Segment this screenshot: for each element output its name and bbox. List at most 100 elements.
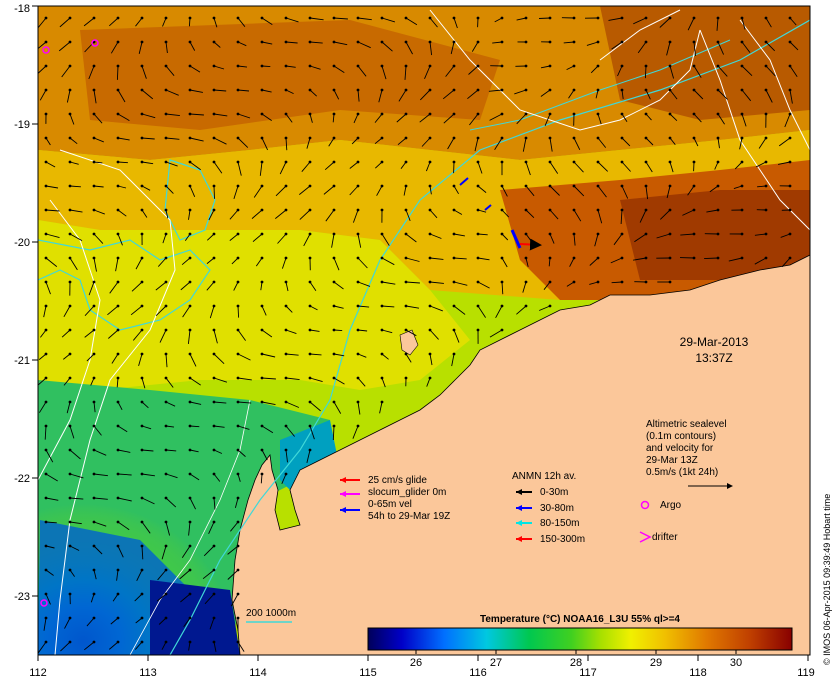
argo-marker <box>42 46 50 54</box>
velocity-vector-origin <box>284 400 288 404</box>
velocity-vector <box>69 185 81 188</box>
velocity-vector-origin <box>164 496 168 500</box>
velocity-vector <box>69 233 83 241</box>
velocity-vector <box>405 17 418 26</box>
velocity-vector <box>45 449 54 463</box>
velocity-vector <box>669 161 674 173</box>
velocity-vector <box>784 113 791 128</box>
velocity-vector <box>381 17 396 23</box>
velocity-vector-origin <box>236 40 240 44</box>
velocity-vector <box>261 449 268 461</box>
velocity-vector-origin <box>644 40 648 44</box>
velocity-vector-origin <box>140 112 144 116</box>
velocity-vector <box>157 257 167 267</box>
velocity-vector <box>357 233 362 248</box>
velocity-vector-origin <box>116 496 120 500</box>
velocity-vector-origin <box>236 160 240 164</box>
velocity-vector <box>61 65 71 78</box>
velocity-vector-origin <box>356 184 360 188</box>
velocity-vector <box>237 401 252 404</box>
colorbar-tick-label: 27 <box>490 657 502 669</box>
velocity-vector-origin <box>356 160 360 164</box>
velocity-vector <box>717 137 720 149</box>
velocity-vector-origin <box>476 112 480 116</box>
velocity-vector-origin <box>740 64 744 68</box>
velocity-vector-origin <box>716 208 720 212</box>
velocity-vector <box>739 137 743 150</box>
velocity-vector-origin <box>116 376 120 380</box>
velocity-vector <box>429 257 444 260</box>
velocity-vector-origin <box>140 472 144 476</box>
velocity-vector <box>261 353 276 358</box>
velocity-vector-origin <box>308 424 312 428</box>
velocity-vector <box>349 185 359 196</box>
velocity-vector <box>789 41 799 51</box>
velocity-vector-origin <box>332 160 336 164</box>
velocity-vector-origin <box>524 256 528 260</box>
velocity-vector <box>357 353 367 358</box>
velocity-vector <box>471 41 479 52</box>
velocity-vector <box>117 521 130 531</box>
velocity-vector-origin <box>620 208 624 212</box>
colorbar-tick-label: 26 <box>410 657 422 669</box>
velocity-vector <box>332 425 335 441</box>
velocity-vector <box>734 161 743 170</box>
velocity-vector <box>285 89 294 95</box>
velocity-vector-origin <box>452 280 456 284</box>
velocity-vector <box>353 113 359 124</box>
velocity-vector-origin <box>164 592 168 596</box>
velocity-vector-origin <box>92 376 96 380</box>
velocity-vector <box>39 401 47 413</box>
velocity-vector <box>213 89 227 92</box>
velocity-vector-origin <box>188 40 192 44</box>
velocity-vector <box>666 185 671 199</box>
velocity-vector <box>93 401 96 413</box>
velocity-vector-origin <box>116 352 120 356</box>
velocity-vector-origin <box>500 64 504 68</box>
velocity-vector-origin <box>308 88 312 92</box>
velocity-vector <box>165 185 174 194</box>
velocity-vector-origin <box>116 568 120 572</box>
velocity-vector <box>525 257 529 267</box>
velocity-vector <box>516 305 527 315</box>
velocity-vector-origin <box>452 184 456 188</box>
velocity-vector <box>45 233 60 239</box>
velocity-vector-origin <box>236 592 240 596</box>
velocity-vector <box>301 161 311 172</box>
velocity-vector <box>357 41 371 49</box>
velocity-vector-origin <box>164 520 168 524</box>
velocity-vector-origin <box>68 208 72 212</box>
velocity-vector <box>132 329 143 341</box>
velocity-vector-origin <box>308 400 312 404</box>
velocity-vector <box>108 17 119 27</box>
velocity-vector-origin <box>740 160 744 164</box>
velocity-vector <box>260 473 263 484</box>
velocity-vector-origin <box>620 88 624 92</box>
velocity-vector <box>333 281 344 290</box>
velocity-vector <box>61 329 71 338</box>
velocity-vector-origin <box>380 376 384 380</box>
velocity-vector-origin <box>212 184 216 188</box>
velocity-vector-origin <box>188 208 192 212</box>
velocity-vector-origin <box>44 256 48 260</box>
velocity-vector-origin <box>260 472 264 476</box>
velocity-vector-origin <box>620 160 624 164</box>
velocity-vector-origin <box>404 160 408 164</box>
velocity-vector <box>741 89 752 102</box>
velocity-vector <box>540 89 551 97</box>
velocity-vector-origin <box>260 208 264 212</box>
velocity-vector <box>501 281 504 295</box>
velocity-vector-origin <box>212 64 216 68</box>
velocity-vector-origin <box>68 40 72 44</box>
velocity-vector-origin <box>140 592 144 596</box>
velocity-vector <box>381 233 390 246</box>
velocity-vector-origin <box>332 280 336 284</box>
velocity-vector-origin <box>116 592 120 596</box>
argo-legend-icon <box>640 500 650 510</box>
velocity-vector <box>45 257 58 267</box>
velocity-vector-origin <box>548 16 552 20</box>
velocity-vector-origin <box>428 304 432 308</box>
velocity-vector-origin <box>356 376 360 380</box>
velocity-vector-origin <box>788 88 792 92</box>
velocity-vector-origin <box>236 568 240 572</box>
